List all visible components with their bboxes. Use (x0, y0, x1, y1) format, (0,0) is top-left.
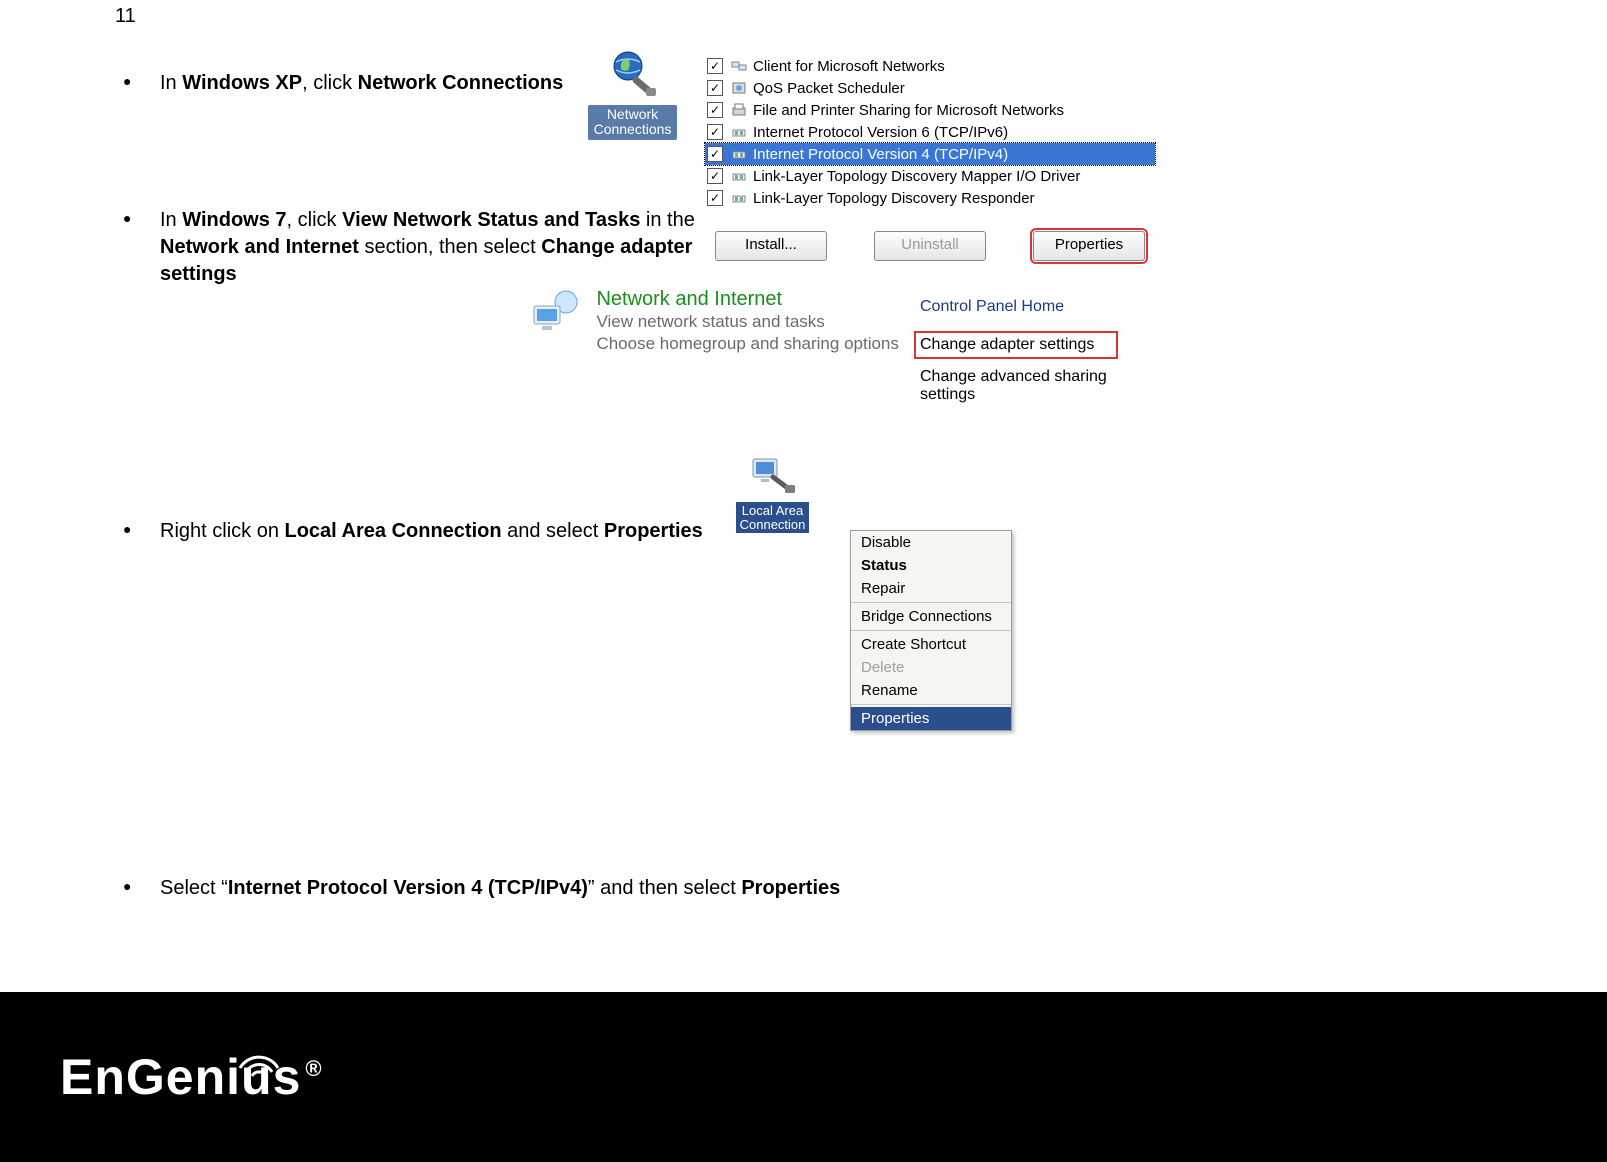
text-bold: Properties (741, 877, 840, 899)
network-internet-text: Network and Internet View network status… (596, 288, 898, 355)
connection-items-panel: ✓ Client for Microsoft Networks ✓ QoS Packe… (705, 55, 1155, 261)
install-button[interactable]: Install... (715, 231, 827, 261)
section-subtitle[interactable]: View network status and tasks (596, 311, 898, 333)
document-page: 11 In Windows XP, click Network Connecti… (0, 0, 1607, 1162)
connection-item[interactable]: ✓ Internet Protocol Version 6 (TCP/IPv6) (705, 121, 1155, 143)
text-bold: Network and Internet (160, 236, 359, 258)
connection-item-label: File and Printer Sharing for Microsoft N… (753, 102, 1064, 119)
text: In (160, 209, 182, 231)
text-bold: Local Area Connection (285, 520, 502, 542)
protocol-icon (731, 102, 747, 118)
protocol-icon (731, 124, 747, 140)
footer: EnGenius® (0, 992, 1607, 1162)
context-menu-item[interactable]: Bridge Connections (851, 605, 1011, 628)
connection-item[interactable]: ✓ Link-Layer Topology Discovery Mapper I/… (705, 165, 1155, 187)
network-and-internet-link[interactable]: Network and Internet View network status… (530, 288, 910, 355)
text: Connection (740, 517, 806, 532)
globe-icon (610, 50, 656, 96)
network-connections-shortcut[interactable]: Network Connections (580, 50, 685, 140)
icon-label: Local Area Connection (736, 502, 810, 533)
connection-item[interactable]: ✓ QoS Packet Scheduler (705, 77, 1155, 99)
connection-item-label: Internet Protocol Version 4 (TCP/IPv4) (753, 146, 1008, 163)
context-menu-item[interactable]: Properties (851, 707, 1011, 730)
properties-button[interactable]: Properties (1033, 231, 1145, 261)
connection-item-label: Client for Microsoft Networks (753, 58, 945, 75)
section-subtitle[interactable]: Choose homegroup and sharing options (596, 333, 898, 355)
text-bold: Windows 7 (182, 209, 286, 231)
context-menu-item[interactable]: Disable (851, 531, 1011, 554)
text: Connections (594, 121, 672, 137)
connection-item[interactable]: ✓ Internet Protocol Version 4 (TCP/IPv4) (705, 143, 1155, 165)
text: , click (302, 72, 358, 94)
checkbox[interactable]: ✓ (707, 58, 723, 74)
text: section, then select (359, 236, 541, 258)
sidebar-change-sharing[interactable]: Change advanced sharing settings (916, 365, 1116, 407)
control-panel-sidebar: Control Panel Home Change adapter settin… (916, 293, 1116, 409)
text-bold: Properties (604, 520, 703, 542)
context-menu-item[interactable]: Status (851, 554, 1011, 577)
checkbox[interactable]: ✓ (707, 168, 723, 184)
text-bold: Windows XP (182, 72, 302, 94)
protocol-icon (731, 80, 747, 96)
text: Network (607, 106, 658, 122)
connection-item[interactable]: ✓ Link-Layer Topology Discovery Responder (705, 187, 1155, 209)
text-bold: View Network Status and Tasks (342, 209, 640, 231)
menu-separator (851, 630, 1011, 631)
menu-separator (851, 602, 1011, 603)
connection-items-list: ✓ Client for Microsoft Networks ✓ QoS Packe… (705, 55, 1155, 209)
checkbox[interactable]: ✓ (707, 146, 723, 162)
registered-mark: ® (305, 1056, 322, 1081)
network-adapter-icon (749, 484, 797, 501)
brand-logo: EnGenius® (60, 1048, 323, 1106)
page-number: 11 (115, 5, 136, 28)
text-bold: Network Connections (358, 72, 564, 94)
text: in the (640, 209, 694, 231)
connection-item[interactable]: ✓ Client for Microsoft Networks (705, 55, 1155, 77)
menu-separator (851, 704, 1011, 705)
context-menu-item[interactable]: Repair (851, 577, 1011, 600)
protocol-icon (731, 146, 747, 162)
connection-items-buttons: Install... Uninstall Properties (705, 231, 1155, 261)
checkbox[interactable]: ✓ (707, 124, 723, 140)
connection-item-label: QoS Packet Scheduler (753, 80, 905, 97)
connection-item[interactable]: ✓ File and Printer Sharing for Microsoft … (705, 99, 1155, 121)
text: Select “ (160, 877, 228, 899)
bullet-win7: In Windows 7, click View Network Status … (115, 207, 735, 288)
connection-item-label: Internet Protocol Version 6 (TCP/IPv6) (753, 124, 1008, 141)
bullet-tcpip: Select “Internet Protocol Version 4 (TCP… (115, 875, 1495, 902)
text: and select (502, 520, 604, 542)
checkbox[interactable]: ✓ (707, 102, 723, 118)
connection-item-label: Link-Layer Topology Discovery Mapper I/O… (753, 168, 1080, 185)
protocol-icon (731, 58, 747, 74)
context-menu-item[interactable]: Create Shortcut (851, 633, 1011, 656)
checkbox[interactable]: ✓ (707, 80, 723, 96)
text: , click (287, 209, 343, 231)
section-title: Network and Internet (596, 288, 898, 311)
context-menu-item[interactable]: Rename (851, 679, 1011, 702)
text: In (160, 72, 182, 94)
sidebar-control-panel-home[interactable]: Control Panel Home (916, 295, 1116, 319)
wifi-icon (236, 1034, 282, 1092)
network-internet-icon (530, 288, 582, 341)
context-menu-item: Delete (851, 656, 1011, 679)
context-menu: DisableStatusRepair Bridge Connections Cre… (850, 530, 1012, 731)
local-area-connection-shortcut[interactable]: Local Area Connection (735, 455, 810, 534)
uninstall-button[interactable]: Uninstall (874, 231, 986, 261)
checkbox[interactable]: ✓ (707, 190, 723, 206)
icon-label: Network Connections (588, 105, 678, 140)
text-bold: Internet Protocol Version 4 (TCP/IPv4) (228, 877, 588, 899)
protocol-icon (731, 190, 747, 206)
protocol-icon (731, 168, 747, 184)
connection-item-label: Link-Layer Topology Discovery Responder (753, 190, 1035, 207)
text: ” and then select (588, 877, 741, 899)
sidebar-change-adapter[interactable]: Change adapter settings (916, 333, 1116, 357)
text: Right click on (160, 520, 285, 542)
